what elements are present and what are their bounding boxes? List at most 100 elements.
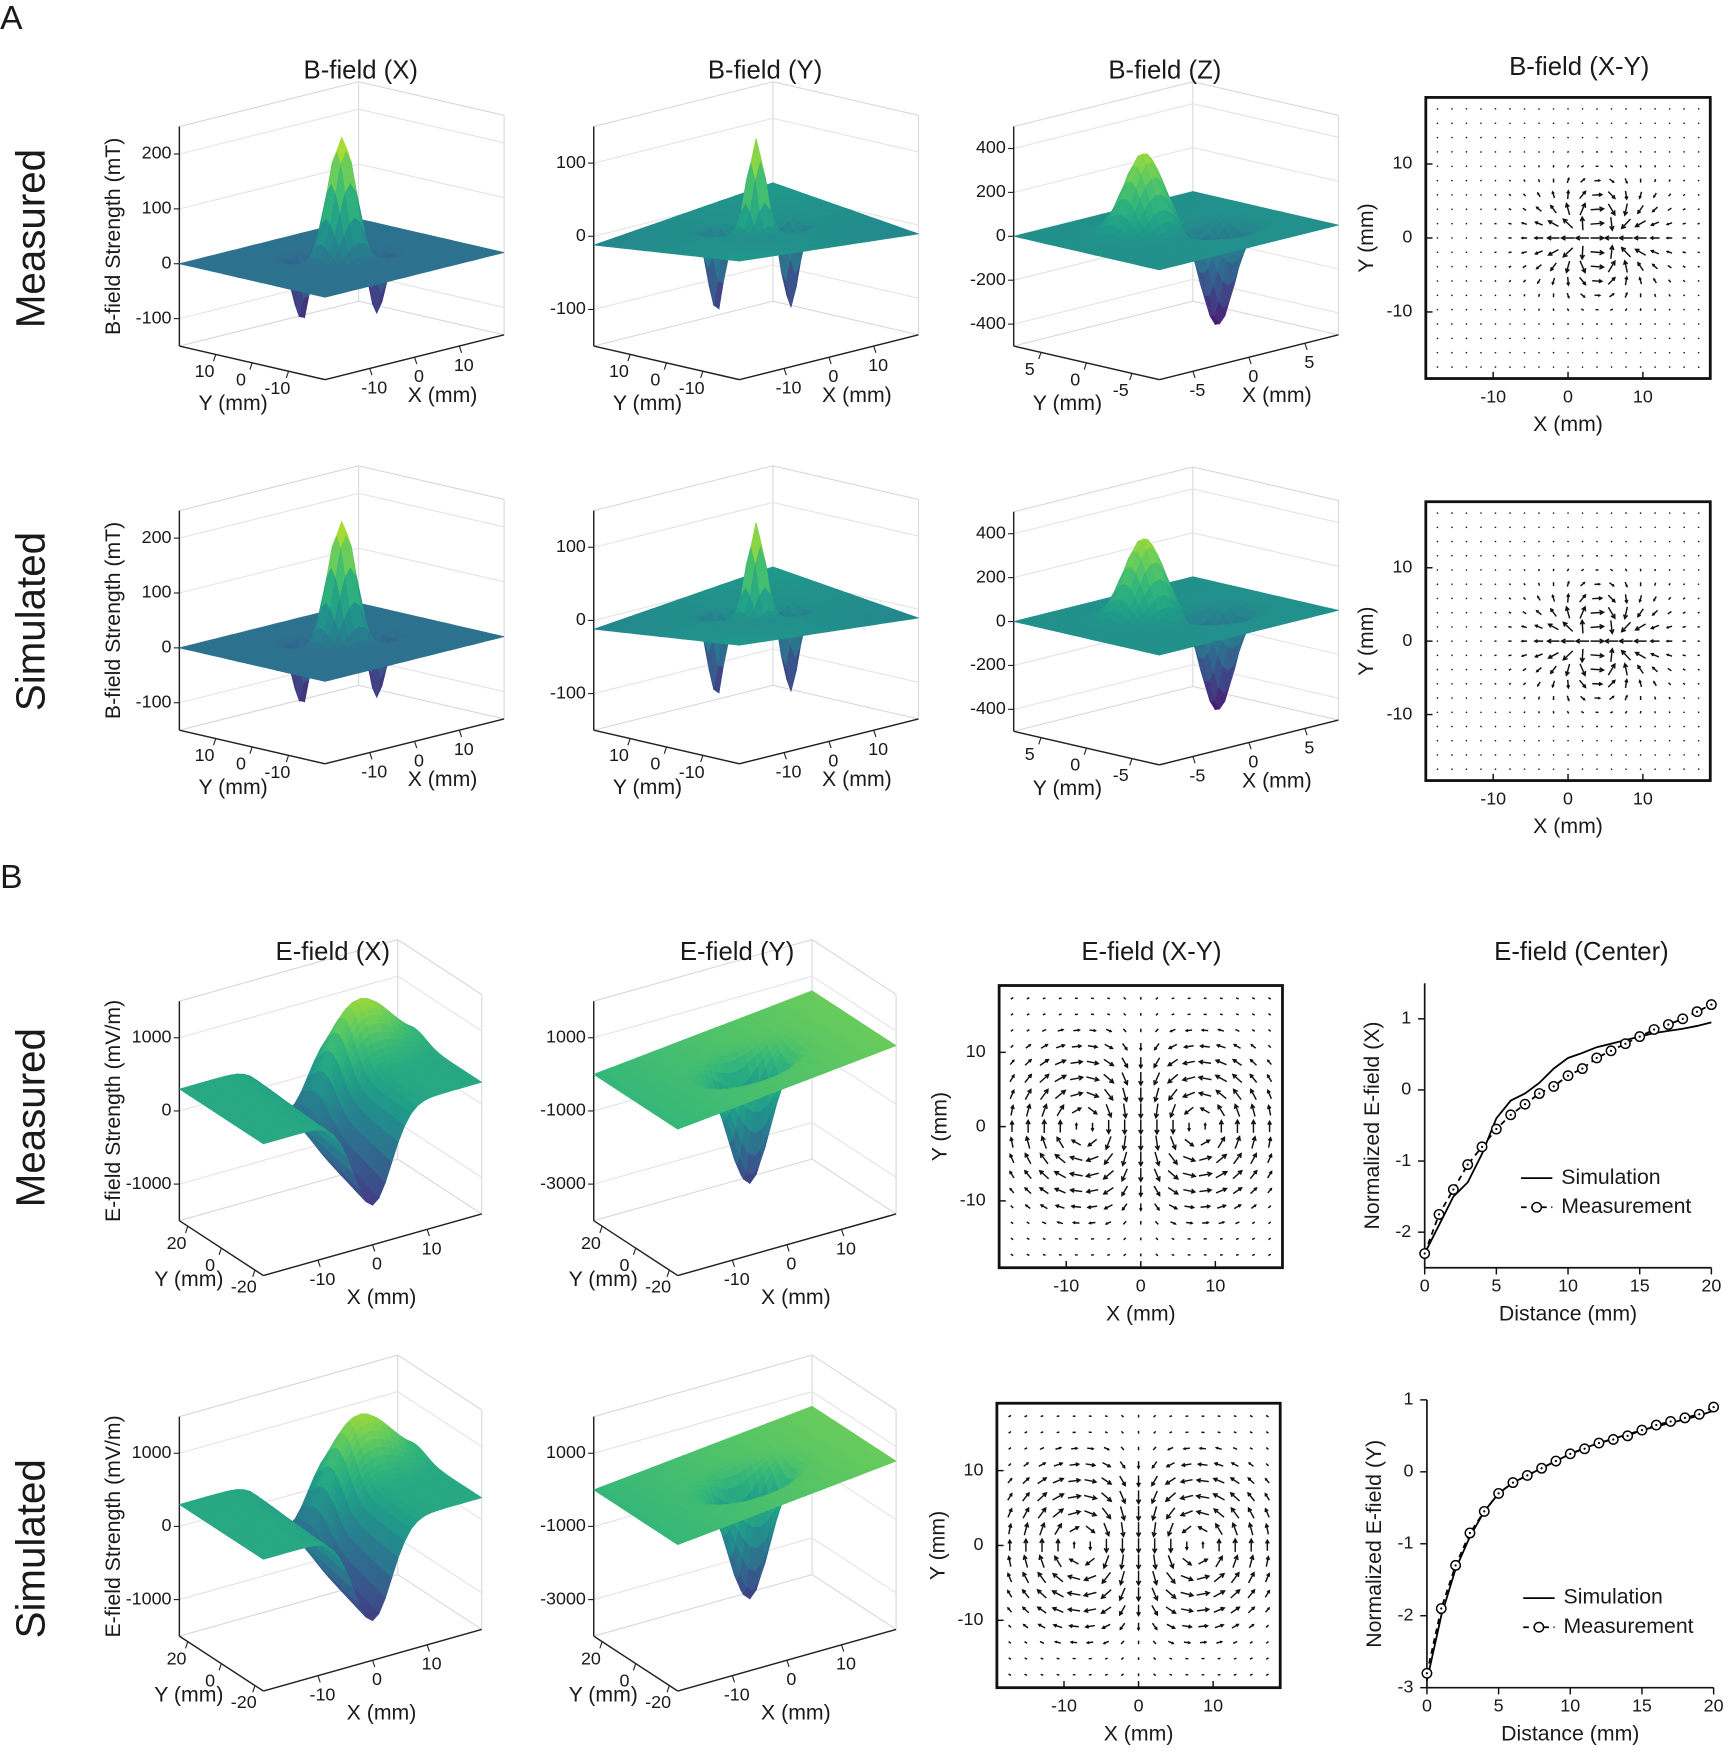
arrow [1667,207,1672,212]
arrow [1653,277,1657,284]
arrow [1654,293,1657,298]
arrow [1547,220,1559,227]
arrow [1665,236,1673,240]
arrow [1494,165,1497,168]
arrow [1610,337,1613,340]
arrow [1436,107,1439,110]
arrow [1479,294,1482,297]
arrow [1523,179,1526,183]
arrow [1494,308,1497,311]
arrow [1508,265,1512,268]
arrow [1534,250,1543,255]
arrow [1479,323,1482,325]
arrow [1450,351,1453,354]
arrow [1580,178,1586,183]
arrow [1610,150,1613,153]
arrow [1682,222,1686,225]
arrow [1579,245,1586,261]
arrow [1594,178,1602,183]
arrow [1520,250,1528,255]
arrow [1465,165,1468,168]
box-edge [179,81,505,128]
arrow [1607,259,1616,273]
arrow [1634,220,1647,228]
arrow [1562,247,1574,258]
y-tick-label: 0 [1402,227,1412,247]
arrow [1479,165,1482,168]
arrow [1509,308,1511,311]
z-tick-label: 0 [576,225,586,245]
arrow [1607,276,1616,285]
arrow [1465,179,1468,182]
arrow [1590,235,1606,241]
arrow [1697,150,1700,153]
arrow [1610,322,1613,326]
tick-mark [783,368,787,376]
arrow [1436,193,1439,196]
arrow [1479,280,1482,282]
arrow [1567,337,1570,340]
arrow [1537,293,1541,297]
arrow [1536,278,1541,285]
x-tick-label: 10 [454,355,474,375]
tick-mark [1129,373,1133,381]
arrow [1592,278,1604,284]
y-tick-label: 10 [1392,153,1412,173]
vector-field [1436,107,1700,369]
arrow [1654,107,1657,110]
arrow [1522,193,1527,197]
x-tick-label: 10 [868,355,888,375]
arrow [1465,337,1468,340]
y-axis-label: Y (mm) [198,391,267,415]
arrow [1537,178,1541,183]
arrow [1620,246,1632,258]
arrow [1508,207,1512,211]
arrow [1609,164,1614,168]
arrow [1697,323,1700,325]
chart-title: B-field (X-Y) [1509,53,1649,81]
y-tick-label: 5 [1025,359,1035,379]
row-label: Simulated [8,1459,53,1638]
arrow [1480,337,1482,340]
arrow [1579,260,1587,274]
tick-mark [458,345,463,353]
arrow [1590,220,1606,227]
arrow [1567,366,1570,369]
arrow [1580,308,1585,312]
section-label: B [0,859,22,896]
grid-line [593,264,919,311]
arrow [1607,203,1616,217]
arrow [1465,150,1468,153]
row-label: Simulated [8,532,53,711]
x-tick-label: -5 [1189,380,1205,400]
arrow [1637,204,1644,215]
tick-mark [249,362,253,370]
arrow [1523,293,1526,297]
z-tick-label: 100 [142,582,172,602]
x-tick-label: -10 [361,377,387,397]
z-tick-label: -400 [970,313,1006,333]
arrow [1637,261,1644,271]
arrow [1580,164,1585,168]
tick-mark [1304,343,1308,351]
arrow [1639,337,1642,340]
z-tick-label: 0 [996,225,1006,245]
x-tick-label: 5 [1304,352,1314,372]
arrow [1579,190,1587,200]
arrow [1668,179,1671,182]
arrow [1566,176,1570,184]
chart-title: B-field (Z) [1108,56,1221,84]
arrow [1622,259,1629,273]
arrow [1552,122,1555,125]
section-label: A [0,0,23,37]
arrow [1566,276,1571,287]
arrow [1590,249,1606,256]
arrow [1683,308,1686,311]
grid-line [1013,278,1339,325]
arrow [1508,279,1512,283]
arrow [1494,265,1497,268]
arrow [1465,136,1468,139]
z-tick-label: 0 [162,252,172,272]
y-tick-label: 10 [609,361,629,381]
